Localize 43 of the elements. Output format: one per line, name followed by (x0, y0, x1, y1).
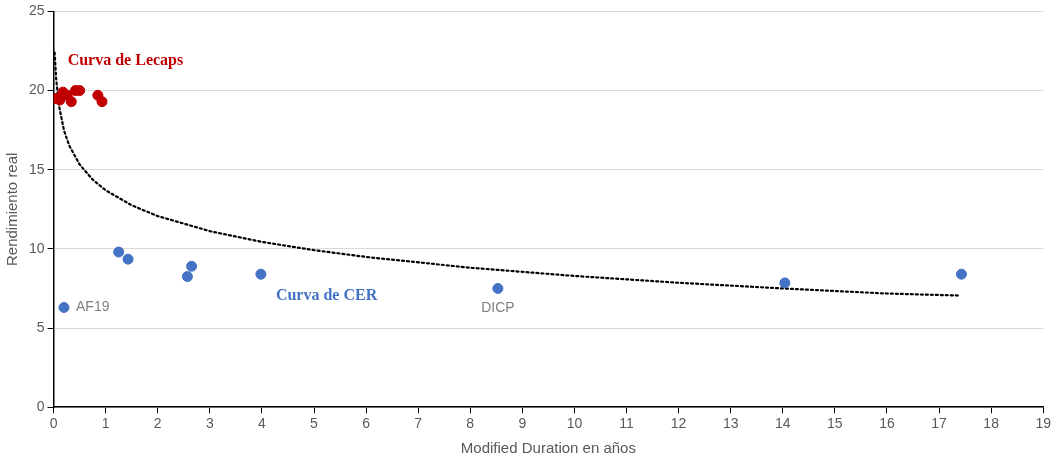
point (779, 277, 791, 289)
y-tick-label: 20 (28, 81, 45, 98)
x-axis-title: Modified Duration en años (460, 439, 636, 457)
point (186, 260, 198, 272)
point (255, 268, 267, 280)
point (58, 301, 70, 313)
x-tick-label: 15 (827, 415, 843, 432)
point (181, 271, 193, 283)
point (96, 96, 108, 108)
point (113, 246, 125, 258)
x-tick-label: 16 (879, 415, 895, 432)
x-tick-label: 9 (518, 415, 527, 432)
point (492, 282, 504, 294)
x-tick-label: 7 (414, 415, 423, 432)
x-tick-label: 12 (670, 415, 687, 432)
y-tick-label: 25 (28, 2, 45, 19)
series-label: Curva de Lecaps (67, 50, 184, 69)
x-tick-label: 18 (983, 415, 1000, 432)
x-tick-label: 1 (101, 415, 110, 432)
y-tick-label: 10 (28, 239, 45, 256)
x-tick-label: 6 (362, 415, 371, 432)
x-tick-label: 10 (566, 415, 583, 432)
x-tick-label: 11 (619, 415, 634, 432)
annotation: DICP (481, 299, 515, 316)
x-tick-label: 5 (310, 415, 319, 432)
point (955, 268, 967, 280)
y-tick-label: 0 (36, 398, 45, 415)
annotation: AF19 (75, 298, 110, 315)
x-tick-label: 17 (931, 415, 948, 432)
x-tick-label: 0 (49, 415, 58, 432)
x-tick-label: 14 (774, 415, 791, 432)
point (122, 253, 134, 265)
y-axis-title: Rendimiento real (3, 152, 21, 266)
point (65, 96, 77, 108)
x-tick-label: 19 (1035, 415, 1052, 432)
x-tick-label: 4 (258, 415, 267, 432)
x-tick-label: 13 (722, 415, 739, 432)
y-tick-label: 5 (36, 318, 45, 335)
x-tick-label: 2 (153, 415, 162, 432)
y-tick-label: 15 (28, 160, 45, 177)
x-tick-label: 3 (205, 415, 214, 432)
x-tick-label: 8 (466, 415, 475, 432)
series-label: Curva de CER (275, 286, 378, 304)
